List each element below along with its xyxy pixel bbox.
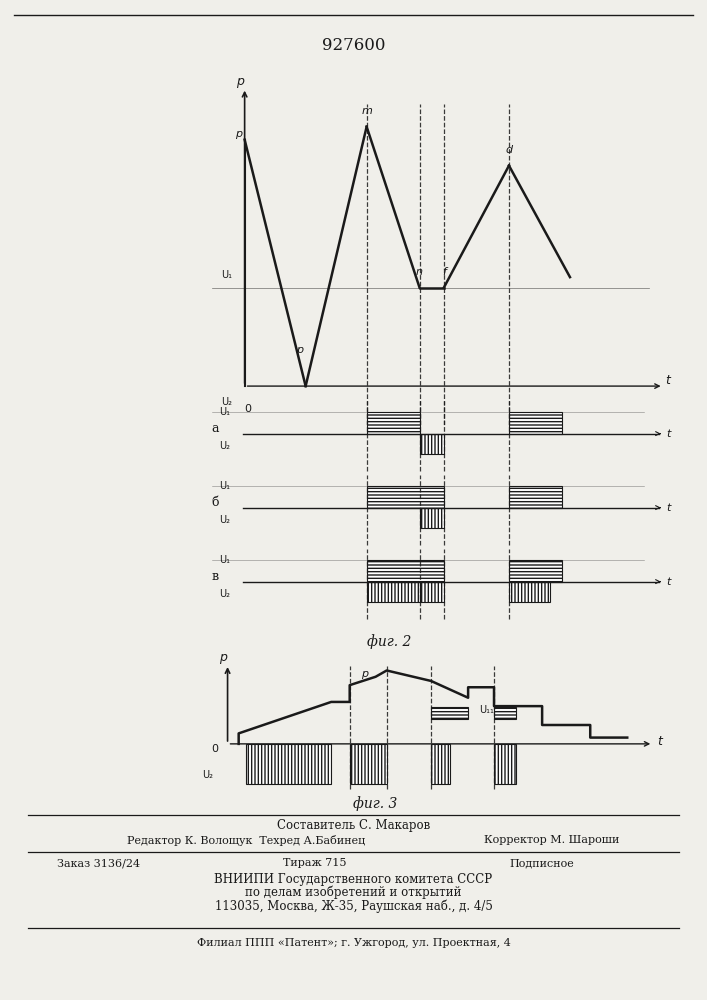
Text: U₂: U₂ — [218, 589, 230, 599]
Text: 0: 0 — [211, 744, 218, 754]
Text: U₁: U₁ — [218, 555, 230, 565]
Text: t: t — [665, 374, 670, 387]
Text: p: p — [236, 75, 244, 88]
Text: Корректор М. Шароши: Корректор М. Шароши — [484, 835, 619, 845]
Text: p: p — [235, 129, 243, 139]
Text: p: p — [296, 345, 303, 355]
Text: U₂: U₂ — [201, 770, 213, 780]
Text: Заказ 3136/24: Заказ 3136/24 — [57, 858, 140, 868]
Bar — [509, 582, 549, 602]
Text: t: t — [667, 577, 671, 587]
Text: ВНИИПИ Государственного комитета СССР: ВНИИПИ Государственного комитета СССР — [214, 872, 493, 886]
Text: f: f — [442, 267, 446, 277]
Text: U₁: U₁ — [218, 407, 230, 417]
Text: t: t — [657, 735, 662, 748]
Bar — [419, 434, 444, 454]
Bar — [419, 582, 444, 602]
Text: 0: 0 — [245, 404, 252, 414]
Bar — [494, 744, 516, 784]
Text: U₂: U₂ — [218, 515, 230, 525]
Text: 927600: 927600 — [322, 36, 385, 53]
Text: 113035, Москва, Ж-35, Раушская наб., д. 4/5: 113035, Москва, Ж-35, Раушская наб., д. … — [214, 899, 493, 913]
Text: фиг. 3: фиг. 3 — [353, 797, 397, 811]
Text: U₂: U₂ — [218, 441, 230, 451]
Text: t: t — [667, 503, 671, 513]
Bar — [494, 707, 516, 719]
Text: Филиал ППП «Патент»; г. Ужгород, ул. Проектная, 4: Филиал ППП «Патент»; г. Ужгород, ул. Про… — [197, 938, 510, 948]
Text: U₁: U₁ — [218, 481, 230, 491]
Bar — [431, 707, 468, 719]
Bar — [367, 582, 419, 602]
Bar — [367, 560, 444, 582]
Text: m: m — [361, 106, 372, 116]
Text: n: n — [416, 267, 423, 277]
Text: Подписное: Подписное — [509, 858, 574, 868]
Bar — [367, 486, 444, 508]
Text: Редактор К. Волощук  Техред А.Бабинец: Редактор К. Волощук Техред А.Бабинец — [127, 834, 366, 846]
Bar — [509, 560, 562, 582]
Text: Составитель С. Макаров: Составитель С. Макаров — [277, 818, 430, 832]
Bar — [509, 486, 562, 508]
Text: а: а — [211, 422, 219, 435]
Bar — [350, 744, 387, 784]
Text: фиг. 2: фиг. 2 — [367, 635, 411, 649]
Text: d: d — [506, 145, 513, 155]
Text: U₁₁: U₁₁ — [479, 705, 494, 715]
Text: U₂: U₂ — [221, 397, 232, 407]
Text: по делам изобретений и открытий: по делам изобретений и открытий — [245, 885, 462, 899]
Text: p: p — [219, 651, 227, 664]
Text: U₁: U₁ — [221, 270, 232, 280]
Bar — [431, 744, 450, 784]
Text: в: в — [212, 570, 219, 583]
Bar — [246, 744, 331, 784]
Bar — [509, 412, 562, 434]
Bar — [419, 508, 444, 528]
Text: Тираж 715: Тираж 715 — [283, 858, 346, 868]
Text: t: t — [667, 429, 671, 439]
Bar — [367, 412, 419, 434]
Text: p: p — [361, 669, 368, 679]
Text: б: б — [211, 496, 219, 509]
